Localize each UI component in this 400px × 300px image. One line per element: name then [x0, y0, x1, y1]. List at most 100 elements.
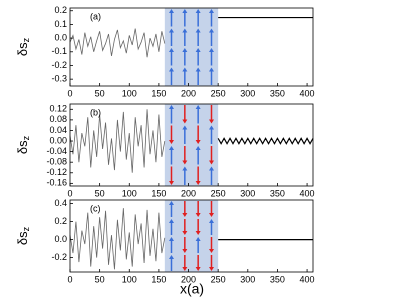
x-tick-label: 150 — [151, 274, 166, 284]
x-tick-label: 300 — [240, 274, 255, 284]
x-tick-label: 200 — [181, 88, 196, 98]
spin-arrow-head — [209, 48, 215, 52]
x-tick-label: 400 — [300, 188, 315, 198]
highlight-region — [164, 104, 219, 186]
y-tick-label: 0.08 — [49, 114, 67, 124]
spin-arrow-head — [182, 28, 188, 33]
plot-frame — [69, 199, 314, 273]
x-tick-label: 0 — [67, 88, 72, 98]
x-tick-label: 300 — [240, 188, 255, 198]
spin-arrow-head — [168, 146, 174, 150]
y-tick-label: -0.2 — [51, 60, 67, 70]
x-tick-label: 150 — [151, 88, 166, 98]
spin-arrow-head — [182, 9, 188, 13]
x-tick-label: 400 — [300, 274, 315, 284]
spin-arrow-head — [195, 28, 201, 33]
x-tick-label: 350 — [270, 188, 285, 198]
y-tick-label: 0.2 — [54, 5, 67, 15]
x-tick-label: 350 — [270, 88, 285, 98]
spin-arrow-head — [182, 48, 188, 52]
spin-arrow-head — [195, 48, 201, 52]
x-tick-label: 100 — [122, 274, 137, 284]
spin-arrow-head — [182, 67, 188, 72]
spin-arrow-head — [168, 237, 174, 241]
spin-arrow-head — [168, 9, 174, 13]
spin-arrow-head — [195, 140, 201, 144]
spin-arrow-head — [168, 181, 174, 185]
spin-arrow-head — [195, 267, 201, 271]
plot-frame — [69, 103, 314, 187]
x-tick-label: 200 — [181, 274, 196, 284]
spin-arrow-head — [168, 255, 174, 259]
panel-label: (a) — [90, 11, 101, 21]
spin-arrow-head — [209, 125, 215, 130]
data-line — [69, 109, 166, 173]
y-axis-label-main: δs — [15, 42, 30, 56]
spin-arrow-head — [209, 9, 215, 13]
x-tick-label: 250 — [211, 274, 226, 284]
x-tick-label: 200 — [181, 188, 196, 198]
spin-arrow-head — [168, 219, 174, 223]
data-line — [217, 137, 314, 145]
x-tick-label: 0 — [67, 274, 72, 284]
spin-arrow-head — [195, 67, 201, 72]
x-tick-label: 0 — [67, 188, 72, 198]
data-line — [69, 208, 166, 270]
x-tick-label: 300 — [240, 88, 255, 98]
highlight-region — [164, 8, 219, 86]
y-tick-label: 0.2 — [54, 216, 67, 226]
spin-arrow-head — [209, 267, 215, 271]
y-axis-label-main: δs — [15, 231, 30, 245]
highlight-region — [164, 200, 219, 272]
spin-arrow-head — [168, 140, 174, 144]
x-tick-label: 100 — [122, 188, 137, 198]
y-axis-label-sub: z — [21, 226, 31, 231]
y-tick-label: 0.0 — [54, 234, 67, 244]
spin-arrow-head — [168, 28, 174, 33]
spin-arrow-head — [182, 160, 188, 165]
data-line — [69, 28, 166, 58]
spin-arrow-head — [168, 105, 174, 109]
spin-arrow-head — [209, 28, 215, 33]
y-axis-label-sub: z — [21, 37, 31, 42]
spin-arrow-head — [195, 9, 201, 13]
spin-arrow-head — [182, 166, 188, 171]
spin-arrow-head — [209, 166, 215, 171]
panel-label: (c) — [90, 203, 101, 213]
y-axis-label: δsz — [15, 226, 31, 245]
plot-frame — [69, 7, 314, 87]
y-tick-label: 0.00 — [49, 135, 67, 145]
y-axis-label: δsz — [15, 37, 31, 56]
y-tick-label: 0.04 — [49, 125, 67, 135]
spin-arrow-head — [209, 67, 215, 72]
spin-arrow-head — [182, 231, 188, 235]
y-tick-label: -0.3 — [51, 74, 67, 84]
y-axis-label-main: δs — [15, 140, 30, 154]
y-tick-label: 0.0 — [54, 32, 67, 42]
x-tick-label: 50 — [95, 274, 105, 284]
y-tick-label: -0.1 — [51, 46, 67, 56]
x-tick-label: 100 — [122, 88, 137, 98]
spin-arrow-head — [209, 249, 215, 253]
x-tick-label: 50 — [95, 188, 105, 198]
spin-arrow-head — [209, 119, 215, 124]
spin-arrow-head — [195, 181, 201, 185]
x-tick-label: 150 — [151, 188, 166, 198]
spin-arrow-head — [195, 231, 201, 235]
spin-arrow-head — [195, 105, 201, 109]
x-tick-label: 250 — [211, 188, 226, 198]
x-tick-label: 350 — [270, 274, 285, 284]
spin-arrow-head — [168, 201, 174, 205]
y-axis-label-sub: z — [21, 135, 31, 140]
spin-arrow-head — [168, 48, 174, 52]
panel-label: (b) — [90, 107, 101, 117]
spin-arrow-head — [182, 213, 188, 217]
spin-arrow-head — [182, 119, 188, 124]
y-tick-label: -0.12 — [46, 167, 67, 177]
y-tick-label: -0.04 — [46, 146, 67, 156]
x-tick-label: 50 — [95, 88, 105, 98]
spin-arrow-head — [209, 219, 215, 223]
spin-arrow-head — [209, 160, 215, 165]
y-tick-label: -0.2 — [51, 252, 67, 262]
